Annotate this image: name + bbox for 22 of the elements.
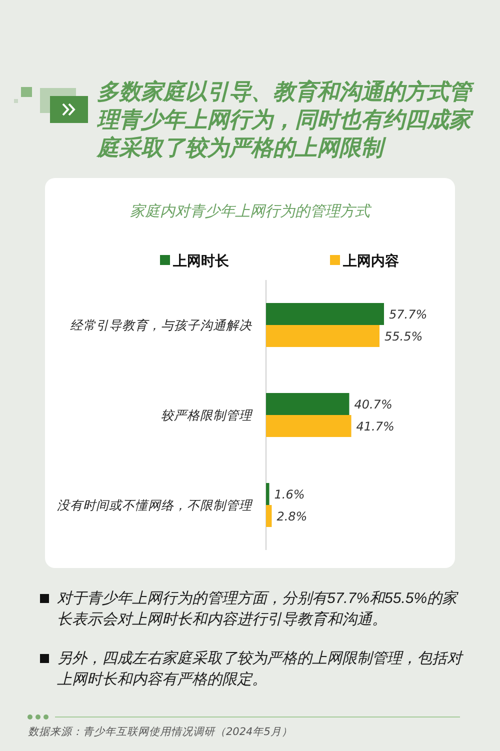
legend-label: 上网内容 — [342, 252, 399, 270]
y-tick-label: 没有时间或不懂网络，不限制管理 — [57, 498, 253, 512]
bar — [266, 483, 270, 505]
source-note: 数据来源：青少年互联网使用情况调研（2024年5月） — [28, 725, 292, 739]
bar — [266, 303, 384, 325]
bar — [266, 415, 352, 437]
data-label: 57.7% — [389, 308, 428, 322]
bar — [266, 505, 272, 527]
y-tick-label: 较严格限制管理 — [161, 408, 253, 422]
legend-label: 上网时长 — [172, 254, 230, 270]
bar — [266, 393, 350, 415]
bar — [266, 325, 380, 347]
data-label: 55.5% — [384, 330, 423, 344]
data-label: 2.8% — [276, 510, 308, 524]
data-label: 1.6% — [274, 488, 305, 502]
y-tick-label: 经常引导教育，与孩子沟通解决 — [70, 318, 253, 332]
data-label: 41.7% — [356, 420, 394, 434]
text: 另外，四成左右家庭采取了较为严格的上网限制管理，包括对上网时长和内容有严格的限定。 — [57, 650, 462, 688]
chart-subtitle: 家庭内对青少年上网行为的管理方式 — [130, 202, 372, 220]
chart-title: 多数家庭以引导、教育和沟通的方式管理青少年上网行为，同时也有约四成家庭采取了较为严格的上网限制 — [97, 79, 476, 163]
text: 对于青少年上网行为的管理方面，分别有57.7%和55.5%的家长表示会对上网时长和内容进行引导教育和沟通。 — [57, 590, 458, 628]
data-label: 40.7% — [354, 398, 392, 412]
